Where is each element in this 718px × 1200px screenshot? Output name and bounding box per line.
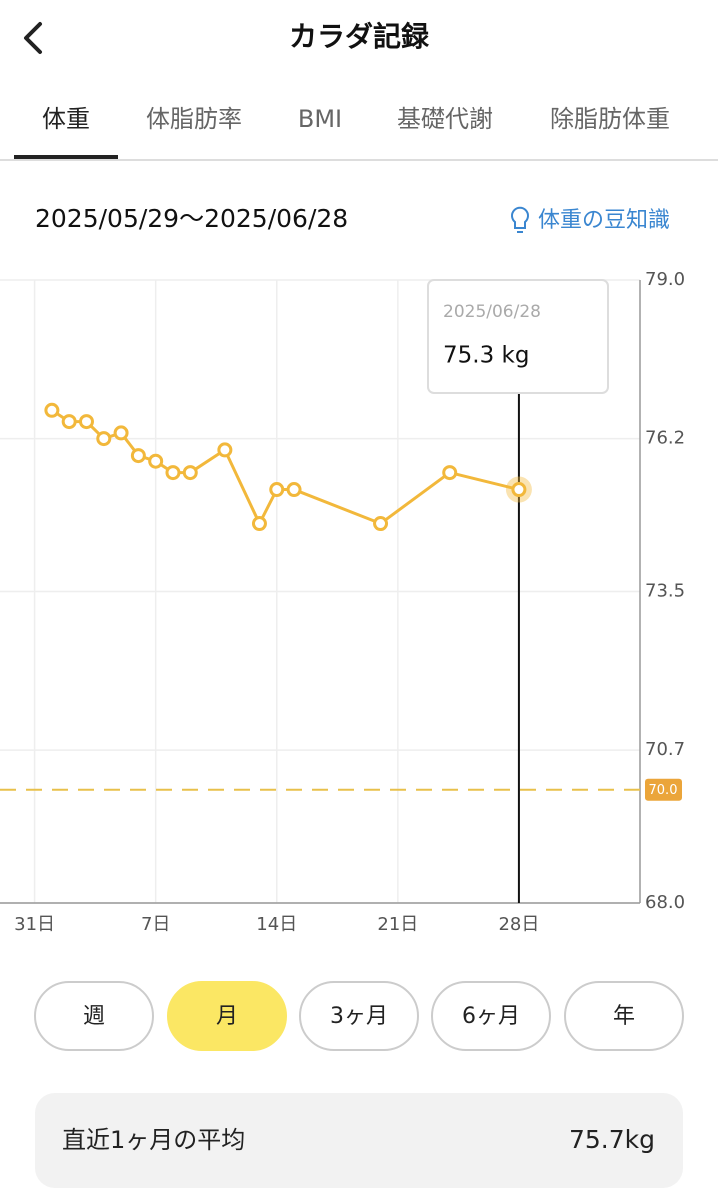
data-point[interactable] xyxy=(113,425,129,441)
period-label[interactable]: 週 xyxy=(83,1004,105,1029)
period-button[interactable] xyxy=(564,981,684,1051)
tooltip-value: 75.3 kg xyxy=(443,343,529,369)
target-badge xyxy=(645,778,682,801)
back-button[interactable] xyxy=(24,22,42,54)
x-tick-label: 31日 xyxy=(14,914,55,935)
y-tick-label: 76.2 xyxy=(645,428,685,449)
data-point[interactable] xyxy=(442,465,458,481)
summary-box xyxy=(35,1093,683,1188)
x-tick-label: 7日 xyxy=(141,914,170,935)
data-point[interactable] xyxy=(251,516,267,532)
target-label: 70.0 xyxy=(649,783,678,798)
period-label[interactable]: 年 xyxy=(613,1004,635,1029)
period-label[interactable]: 6ヶ月 xyxy=(462,1004,520,1029)
tab-indicator xyxy=(14,155,118,159)
tab[interactable]: 体脂肪率 xyxy=(146,105,242,133)
data-point[interactable] xyxy=(44,402,60,418)
data-point[interactable] xyxy=(165,465,181,481)
summary-value: 75.7kg xyxy=(569,1125,655,1154)
data-point[interactable] xyxy=(182,465,198,481)
data-point[interactable] xyxy=(61,414,77,430)
tip-link[interactable]: 体重の豆知識 xyxy=(511,206,670,233)
tip-link-text[interactable]: 体重の豆知識 xyxy=(538,208,670,233)
tab[interactable]: 体重 xyxy=(42,105,90,133)
period-button[interactable] xyxy=(34,981,154,1051)
data-point[interactable] xyxy=(130,448,146,464)
period-label[interactable]: 月 xyxy=(216,1004,238,1029)
weight-line xyxy=(51,409,520,526)
x-tick-label: 14日 xyxy=(256,914,297,935)
summary-label: 直近1ヶ月の平均 xyxy=(62,1126,245,1154)
data-point[interactable] xyxy=(148,453,164,469)
page-title: カラダ記録 xyxy=(289,20,430,53)
data-point[interactable] xyxy=(217,442,233,458)
period-button[interactable] xyxy=(167,981,287,1051)
tab[interactable]: BMI xyxy=(298,105,342,133)
y-tick-label: 79.0 xyxy=(645,269,685,290)
tab[interactable]: 基礎代謝 xyxy=(397,105,493,133)
data-point[interactable] xyxy=(78,414,94,430)
period-button[interactable] xyxy=(299,981,419,1051)
data-point[interactable] xyxy=(373,516,389,532)
x-tick-label: 21日 xyxy=(377,914,418,935)
data-point[interactable] xyxy=(511,482,527,498)
tab[interactable]: 除脂肪体重 xyxy=(550,105,670,133)
data-point[interactable] xyxy=(96,431,112,447)
y-tick-label: 68.0 xyxy=(645,892,685,913)
data-point[interactable] xyxy=(286,482,302,498)
y-tick-label: 70.7 xyxy=(645,739,685,760)
bulb-icon xyxy=(511,206,529,233)
tooltip xyxy=(427,279,609,394)
period-label[interactable]: 3ヶ月 xyxy=(330,1004,388,1029)
date-range: 2025/05/29〜2025/06/28 xyxy=(35,204,348,233)
x-tick-label: 28日 xyxy=(498,914,539,935)
period-button[interactable] xyxy=(431,981,551,1051)
data-point[interactable] xyxy=(269,482,285,498)
tooltip-date: 2025/06/28 xyxy=(443,302,541,322)
y-tick-label: 73.5 xyxy=(645,581,685,602)
